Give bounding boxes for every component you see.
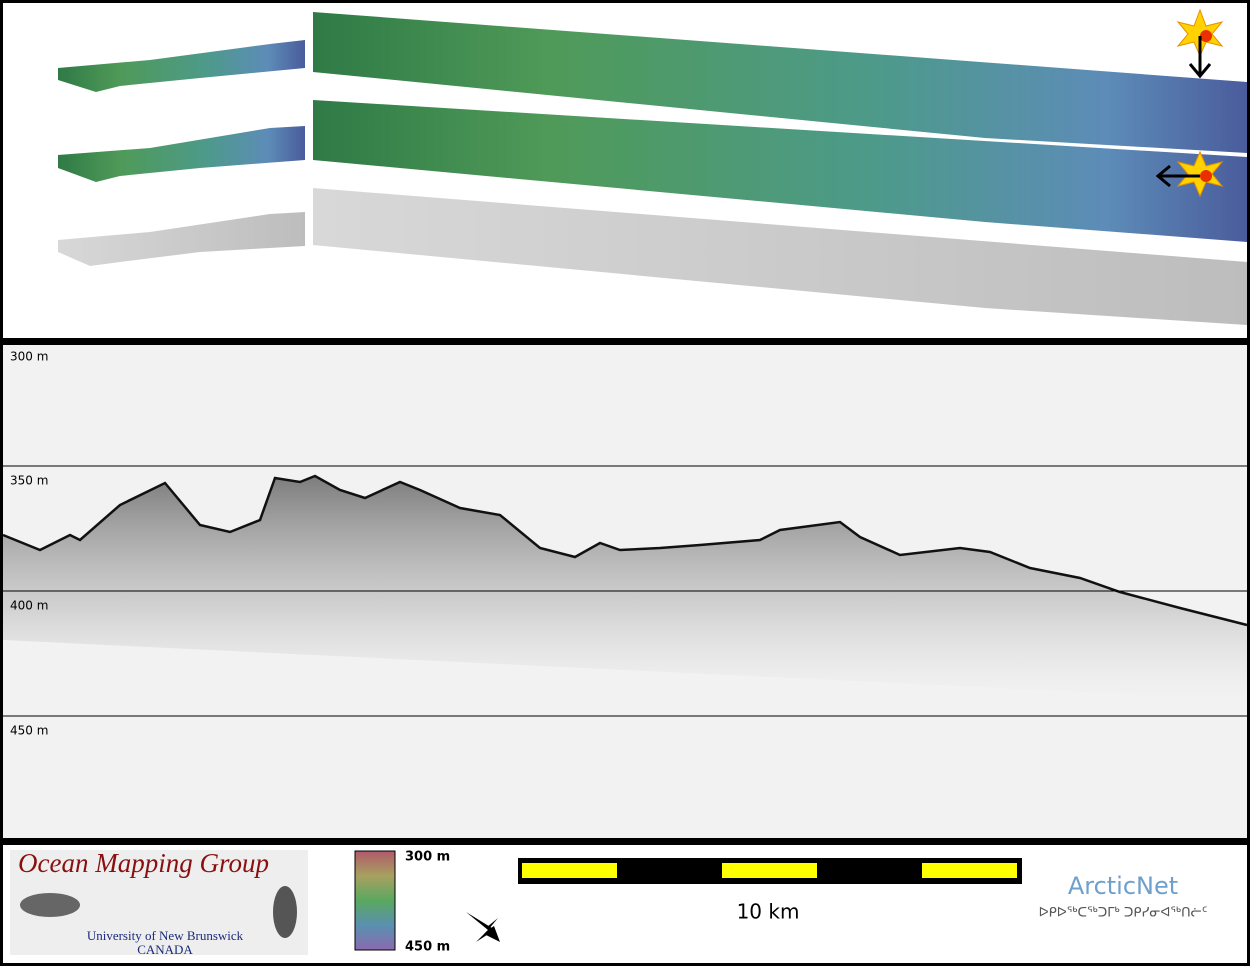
scale-segment (922, 863, 1017, 878)
sun-icon (1176, 8, 1224, 79)
compass (466, 912, 500, 942)
partner-syllabics: ᐅᑭᐅᖅᑕᖅᑐᒥᒃ ᑐᑭᓯᓂᐊᖅᑎᓖᑦ (1039, 906, 1208, 921)
swath-middle-left (58, 126, 305, 182)
swath-middle (313, 100, 1247, 242)
swath-bottom-left (58, 212, 305, 266)
logo-title: Ocean Mapping Group (18, 848, 269, 878)
seabed-line (2, 474, 1248, 627)
sun-icon (1155, 150, 1224, 198)
swath-top-left (58, 40, 305, 92)
logo-graphic (273, 886, 297, 938)
colorbar-label: 300 m (405, 850, 450, 865)
scale-segment (522, 863, 617, 878)
seabed-echo (3, 476, 1247, 700)
colorbar (354, 850, 396, 951)
logo-subtitle: University of New Brunswick (87, 928, 244, 943)
depth-label: 300 m (10, 350, 48, 364)
scale-label: 10 km (737, 900, 800, 924)
colorbar-label: 450 m (405, 940, 450, 955)
depth-label: 350 m (10, 474, 48, 488)
logo-graphic (20, 893, 80, 917)
swath-top (313, 12, 1247, 153)
depth-label: 400 m (10, 599, 48, 613)
scale-segment (722, 863, 817, 878)
partner-name: ArcticNet (1068, 872, 1178, 900)
depth-label: 450 m (10, 724, 48, 738)
logo-country: CANADA (137, 942, 193, 957)
swath-bottom (313, 188, 1247, 325)
